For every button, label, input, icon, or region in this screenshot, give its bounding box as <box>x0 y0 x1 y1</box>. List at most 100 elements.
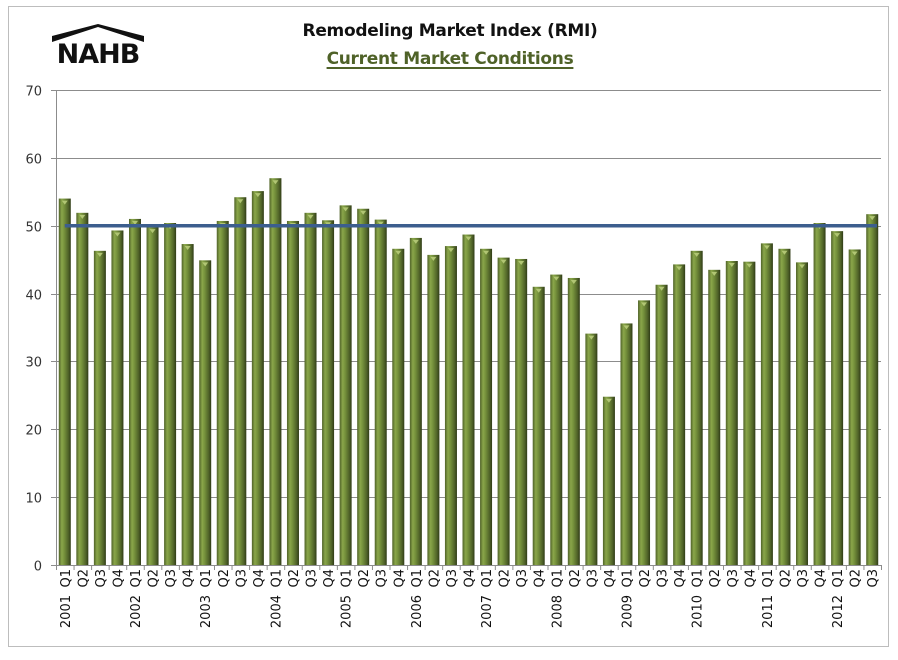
x-tick-quarter: Q3 <box>234 569 249 588</box>
x-tick-year: 2001 <box>59 595 74 628</box>
x-tick-quarter: Q2 <box>849 569 864 588</box>
bars <box>58 178 879 566</box>
x-tick-quarter: Q3 <box>375 569 390 588</box>
y-axis: 0 10 20 30 40 50 60 70 <box>25 85 881 575</box>
bar <box>760 243 773 565</box>
x-tick-quarter: Q2 <box>76 569 91 588</box>
bar <box>76 212 89 566</box>
x-tick-quarter: Q4 <box>673 569 688 588</box>
y-tick-label: 0 <box>34 560 42 575</box>
bar <box>813 223 826 565</box>
bar <box>164 223 177 565</box>
bar <box>181 244 194 566</box>
bar <box>322 220 335 566</box>
x-tick-quarter: Q1 <box>59 569 74 588</box>
logo-text: NAHB <box>56 39 141 70</box>
x-tick-year: 2007 <box>480 595 495 628</box>
nahb-logo: NAHB <box>52 24 144 72</box>
bar <box>585 333 598 565</box>
y-tick-label: 60 <box>25 153 42 168</box>
x-tick-quarter: Q3 <box>305 569 320 588</box>
bar <box>286 220 299 565</box>
bar <box>778 248 791 566</box>
x-tick-quarter: Q2 <box>147 569 162 588</box>
x-tick-year: 2004 <box>269 595 284 628</box>
bar <box>655 284 668 565</box>
y-tick-label: 50 <box>25 221 42 236</box>
chart-title: Remodeling Market Index (RMI) <box>302 21 598 41</box>
x-tick-quarter: Q1 <box>620 569 635 588</box>
x-tick-quarter: Q4 <box>533 569 548 588</box>
bar <box>93 250 106 566</box>
bar <box>304 212 317 566</box>
bar <box>550 274 563 565</box>
bar <box>146 227 159 566</box>
bar <box>251 191 264 565</box>
bar <box>567 277 580 565</box>
x-tick-quarter: Q4 <box>252 569 267 588</box>
x-tick-quarter: Q4 <box>392 569 407 588</box>
bar <box>515 258 528 565</box>
x-tick-quarter: Q4 <box>463 569 478 588</box>
bar <box>708 269 721 565</box>
x-tick-quarter: Q1 <box>410 569 425 588</box>
x-tick-quarter: Q1 <box>199 569 214 588</box>
x-tick-quarter: Q4 <box>814 569 829 588</box>
bar <box>690 250 703 566</box>
x-tick-quarter: Q4 <box>111 569 126 588</box>
x-tick-quarter: Q1 <box>269 569 284 588</box>
x-tick-quarter: Q3 <box>164 569 179 588</box>
x-tick-quarter: Q3 <box>796 569 811 588</box>
bar <box>725 261 738 565</box>
bar <box>480 248 493 566</box>
x-tick-quarter: Q2 <box>357 569 372 588</box>
x-tick-year: 2011 <box>761 595 776 628</box>
bar <box>128 218 141 565</box>
bar <box>444 246 457 566</box>
x-tick-quarter: Q1 <box>340 569 355 588</box>
bar <box>866 214 879 565</box>
bar <box>743 261 756 565</box>
bar <box>427 254 440 565</box>
bar <box>58 198 71 566</box>
bar <box>269 178 282 565</box>
bar <box>339 205 352 565</box>
x-tick-quarter: Q4 <box>743 569 758 588</box>
x-tick-quarter: Q1 <box>129 569 144 588</box>
x-tick-quarter: Q4 <box>603 569 618 588</box>
bar <box>392 248 405 566</box>
bar <box>602 396 615 565</box>
bar <box>462 234 475 566</box>
y-tick-label: 70 <box>25 85 42 100</box>
x-tick-quarter: Q3 <box>445 569 460 588</box>
x-tick-quarter: Q1 <box>691 569 706 588</box>
x-tick-year: 2012 <box>831 595 846 628</box>
x-tick-quarter: Q2 <box>778 569 793 588</box>
x-tick-quarter: Q4 <box>182 569 197 588</box>
x-tick-quarter: Q1 <box>550 569 565 588</box>
y-tick-label: 10 <box>25 492 42 507</box>
y-tick-label: 20 <box>25 424 42 439</box>
bar <box>831 231 844 565</box>
x-tick-quarter: Q3 <box>866 569 881 588</box>
x-tick-quarter: Q4 <box>322 569 337 588</box>
bar <box>638 300 651 565</box>
x-tick-quarter: Q1 <box>480 569 495 588</box>
x-tick-quarter: Q2 <box>708 569 723 588</box>
bar <box>216 220 229 565</box>
bar <box>234 197 247 565</box>
bar <box>620 323 633 565</box>
x-tick-year: 2005 <box>340 595 355 628</box>
house-roof-icon <box>52 24 144 42</box>
x-tick-quarter: Q1 <box>831 569 846 588</box>
bar <box>848 249 861 565</box>
x-tick-quarter: Q2 <box>427 569 442 588</box>
x-tick-quarter: Q3 <box>656 569 671 588</box>
x-tick-quarter: Q2 <box>217 569 232 588</box>
x-tick-quarter: Q2 <box>638 569 653 588</box>
x-tick-quarter: Q2 <box>568 569 583 588</box>
x-tick-year: 2010 <box>691 595 706 628</box>
y-tick-label: 40 <box>25 289 42 304</box>
